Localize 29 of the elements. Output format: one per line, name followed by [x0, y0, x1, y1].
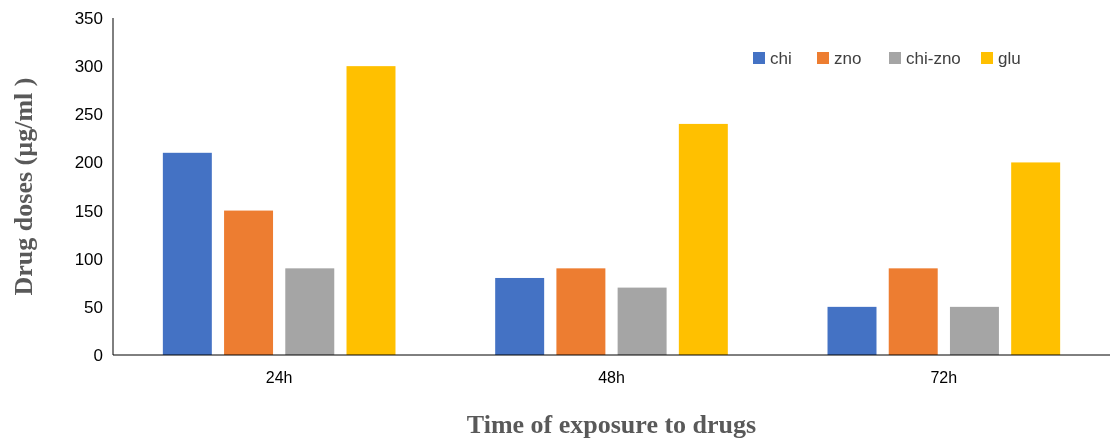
bar — [346, 66, 396, 355]
bar — [1011, 162, 1061, 355]
bar — [888, 268, 938, 355]
x-axis-title: Time of exposure to drugs — [466, 410, 757, 439]
bar — [224, 210, 274, 355]
y-tick-label: 350 — [74, 8, 103, 28]
legend-label: glu — [998, 48, 1021, 68]
legend-label: chi-zno — [906, 48, 961, 68]
x-tick-label: 24h — [265, 369, 293, 386]
bar — [827, 306, 877, 355]
y-tick-label: 50 — [84, 297, 103, 317]
bar — [556, 268, 606, 355]
legend-label: zno — [834, 48, 862, 68]
y-tick-label: 100 — [74, 249, 103, 269]
bar — [285, 268, 335, 355]
legend-label: chi — [770, 48, 792, 68]
y-tick-label: 250 — [74, 105, 103, 125]
bar — [495, 277, 545, 355]
bar — [949, 306, 999, 355]
y-axis-title: Drug doses (µg/ml ) — [9, 77, 38, 296]
bar — [162, 152, 212, 355]
bar — [678, 123, 728, 355]
x-tick-label: 72h — [930, 369, 958, 386]
y-tick-label: 300 — [74, 57, 103, 77]
y-tick-label: 150 — [74, 201, 103, 221]
y-tick-label: 200 — [74, 153, 103, 173]
bar — [617, 287, 667, 355]
x-tick-label: 48h — [598, 369, 625, 386]
y-tick-label: 0 — [93, 345, 103, 365]
